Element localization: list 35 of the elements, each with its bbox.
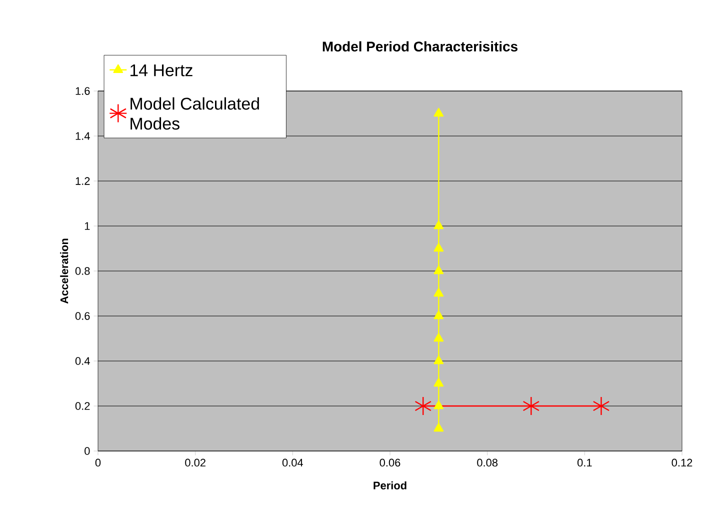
point [592, 396, 610, 416]
point [434, 242, 444, 252]
legend-label: Model Calculated Modes [130, 97, 259, 130]
y-tick-label: 1.6 [76, 87, 90, 95]
chart-title: Model Period Characterisitics [322, 41, 518, 52]
legend-label: 14 Hertz [130, 64, 192, 76]
point [434, 378, 444, 387]
point [434, 288, 444, 297]
x-tick-label: 0.02 [185, 458, 206, 467]
point [434, 355, 444, 364]
point [434, 220, 444, 230]
x-axis-title: Period [374, 481, 406, 490]
y-tick-label: 1.2 [76, 177, 90, 185]
point [434, 422, 444, 432]
x-tick-label: 0.1 [577, 458, 592, 467]
x-tick-label: 0.08 [477, 458, 498, 467]
y-tick-label: 0.8 [75, 267, 90, 275]
point [434, 310, 444, 320]
y-tick-label: 1.4 [76, 132, 90, 140]
point [434, 400, 444, 410]
point [434, 332, 444, 342]
y-tick-label: 0.2 [75, 402, 90, 410]
x-tick-label: 0.04 [282, 458, 304, 467]
point [522, 396, 540, 416]
y-tick-label: 0.6 [75, 312, 90, 320]
y-tick-label: 1 [84, 222, 90, 230]
point [414, 396, 432, 416]
point [434, 108, 444, 117]
x-tick-label: 0.12 [672, 458, 692, 467]
point [434, 265, 444, 274]
x-tick-label: 0 [95, 458, 101, 467]
y-tick-label: 0 [84, 447, 90, 455]
y-axis-title: Acceleration [60, 238, 68, 304]
y-tick-label: 0.4 [75, 357, 90, 365]
x-tick-label: 0.06 [380, 458, 400, 467]
